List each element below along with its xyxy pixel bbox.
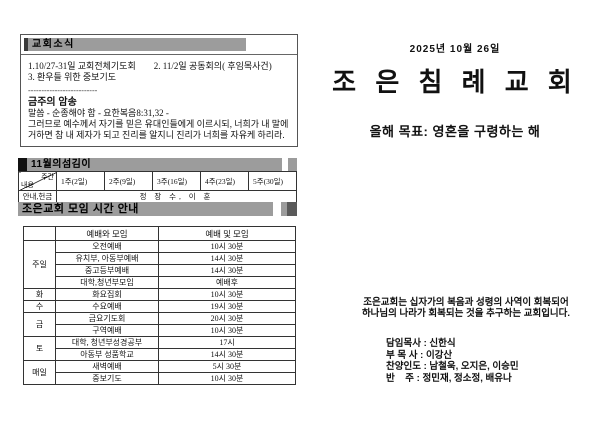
schedule-meeting-cell: 금요기도회 <box>55 312 159 325</box>
church-title: 조 은 침 례 교 회 <box>332 67 578 97</box>
schedule-header-row: 예배와 모임 예배 및 모임 <box>23 226 296 241</box>
schedule-time-cell: 10시 30분 <box>158 288 296 301</box>
schedule-row: 금 금요기도회 20시 30분 <box>23 312 296 337</box>
schedule-row: 유치부, 아동부예배 14시 30분 <box>24 252 296 265</box>
year-goal: 올해 목표: 영혼을 구령하는 해 <box>369 124 541 139</box>
servers-header-label: 11월의섬김이 <box>31 159 92 170</box>
bulletin-date: 2025년 10월 26일 <box>409 44 501 55</box>
schedule-meeting-cell: 대학,청년부모임 <box>55 276 159 289</box>
church-news-box: 교회소식 1.10/27-31일 교회전체기도회 2. 11/2일 공동회의( 후… <box>20 34 298 147</box>
verse-text-line: 그러므로 예수께서 자기를 믿은 유대인들에게 이르시되, 너희가 내 말에 <box>28 119 289 129</box>
schedule-row: 대학,청년부모임 예배후 <box>24 276 296 289</box>
schedule-day-cell: 수 <box>23 300 56 313</box>
schedule-time-cell: 17시 <box>158 336 296 349</box>
schedule-table: 예배와 모임 예배 및 모임 주일 오전예배 10시 30분 유치부, 아동부예배 14… <box>23 226 296 385</box>
bar-left-cap <box>18 158 27 171</box>
corner-label-week: 주간 <box>41 173 54 181</box>
news-item-1: 1.10/27-31일 교회전체기도회 <box>28 61 136 71</box>
schedule-meeting-cell: 유치부, 아동부예배 <box>55 252 159 265</box>
dashed-divider: -------------------------- <box>28 86 98 95</box>
schedule-meeting-cell: 구역예배 <box>55 324 159 337</box>
corner-label-content: 내용 <box>21 181 34 189</box>
servers-table: 주간 내용 1주(2일) 2주(9일) 3주(16일) 4주(23일) 5주(30일) … <box>18 171 297 204</box>
schedule-day-cell: 금 <box>23 312 56 337</box>
news-header-bar: 교회소식 <box>24 38 246 51</box>
schedule-header-label: 조은교회 모임 시간 안내 <box>22 203 139 215</box>
schedule-day-cell: 매일 <box>23 360 56 385</box>
mission-line: 조은교회는 십자가의 복음과 성령의 사역이 회복되어 <box>363 297 569 308</box>
schedule-time-cell: 5시 30분 <box>158 360 296 373</box>
week-header-cell: 1주(2일) <box>56 171 105 191</box>
corner-diagonal-cell: 주간 내용 <box>18 171 57 191</box>
news-header-strip: 교회소식 <box>21 35 297 55</box>
staff-line: 부 목 사 : 이강산 <box>386 349 453 361</box>
schedule-meeting-cell: 대학, 청년부성경공부 <box>55 336 159 349</box>
schedule-row: 아동부 성품학교 14시 30분 <box>24 348 296 361</box>
schedule-meeting-cell: 아동부 성품학교 <box>55 348 159 361</box>
schedule-meeting-cell: 화요집회 <box>55 288 159 301</box>
schedule-row: 토 대학, 청년부성경공부 17시 <box>23 336 296 361</box>
news-body: 1.10/27-31일 교회전체기도회 2. 11/2일 공동회의( 후임목사건)… <box>21 55 297 141</box>
staff-line: 찬양인도 : 남철욱, 오지은, 이승민 <box>386 361 519 372</box>
schedule-day-cell: 토 <box>23 336 56 361</box>
schedule-time-cell: 14시 30분 <box>158 264 296 277</box>
schedule-time-cell: 예배후 <box>158 276 296 289</box>
schedule-time-header: 예배 및 모임 <box>158 226 296 241</box>
week-header-cell: 2주(9일) <box>104 171 153 191</box>
schedule-row: 매일 새벽예배 5시 30분 <box>23 360 296 385</box>
schedule-time-cell: 10시 30분 <box>158 240 296 253</box>
news-item-2: 2. 11/2일 공동회의( 후임목사건) <box>153 61 272 71</box>
servers-header-bar: 11월의섬김이 <box>18 158 297 171</box>
schedule-meeting-cell: 중보기도 <box>55 372 159 385</box>
schedule-time-cell: 10시 30분 <box>158 372 296 385</box>
servers-week-row: 주간 내용 1주(2일) 2주(9일) 3주(16일) 4주(23일) 5주(30일) <box>18 171 297 191</box>
news-header-label: 교회소식 <box>32 39 75 50</box>
week-header-cell: 4주(23일) <box>200 171 249 191</box>
verse-reference-line: 말씀 - 순종해야 함 - 요한복음8:31,32 - <box>28 108 169 118</box>
weekly-memory-header: 금주의 암송 <box>28 97 77 108</box>
staff-line: 반 주 : 정민재, 정소정, 배유나 <box>386 372 512 384</box>
schedule-time-cell: 20시 30분 <box>158 312 296 325</box>
schedule-row: 주일 오전예배 10시 30분 <box>23 240 296 289</box>
schedule-time-cell: 14시 30분 <box>158 252 296 265</box>
bar-right-cap <box>287 202 297 216</box>
staff-line: 담임목사 : 신한식 <box>386 338 456 349</box>
mission-line: 하나님의 나라가 회복되는 것을 추구하는 교회입니다. <box>361 308 571 319</box>
news-item-3: 3. 환우들 위한 중보기도 <box>28 72 117 82</box>
bar-left-cap <box>24 38 28 51</box>
schedule-row: 구역예배 10시 30분 <box>24 324 296 337</box>
schedule-meeting-cell: 오전예배 <box>55 240 159 253</box>
bar-notch <box>282 158 288 171</box>
schedule-meeting-header: 예배와 모임 <box>55 226 159 241</box>
schedule-time-cell: 19시 30분 <box>158 300 296 313</box>
schedule-day-header <box>23 226 56 241</box>
schedule-day-cell: 화 <box>23 288 56 301</box>
november-servers-section: 11월의섬김이 주간 내용 1주(2일) 2주(9일) 3주(16일) 4주(23일)… <box>18 158 297 204</box>
masthead: 2025년 10월 26일 조 은 침 례 교 회 올해 목표: 영혼을 구령하… <box>318 40 592 140</box>
schedule-meeting-cell: 새벽예배 <box>55 360 159 373</box>
schedule-time-cell: 14시 30분 <box>158 348 296 361</box>
schedule-row: 수 수요예배 19시 30분 <box>23 300 296 313</box>
bar-notch <box>273 202 281 216</box>
schedule-meeting-cell: 중고등부예배 <box>55 264 159 277</box>
week-header-cell: 3주(16일) <box>152 171 201 191</box>
news-item-line: 1.10/27-31일 교회전체기도회 2. 11/2일 공동회의( 후임목사건) <box>28 61 290 72</box>
verse-text-line: 거하면 참 내 제자가 되고 진리를 알지니 진리가 너희를 자유케 하리라. <box>28 130 285 140</box>
schedule-time-cell: 10시 30분 <box>158 324 296 337</box>
schedule-day-cell: 주일 <box>23 240 56 289</box>
schedule-row: 화 화요집회 10시 30분 <box>23 288 296 301</box>
schedule-meeting-cell: 수요예배 <box>55 300 159 313</box>
schedule-header-bar: 조은교회 모임 시간 안내 <box>18 202 297 216</box>
week-header-cell: 5주(30일) <box>248 171 297 191</box>
schedule-row: 중보기도 10시 30분 <box>24 372 296 385</box>
schedule-row: 중고등부예배 14시 30분 <box>24 264 296 277</box>
mission-statement: 조은교회는 십자가의 복음과 성령의 사역이 회복되어 하나님의 나라가 회복되… <box>333 297 599 319</box>
staff-list: 담임목사 : 신한식 부 목 사 : 이강산 찬양인도 : 남철욱, 오지은, 이승… <box>386 338 519 384</box>
